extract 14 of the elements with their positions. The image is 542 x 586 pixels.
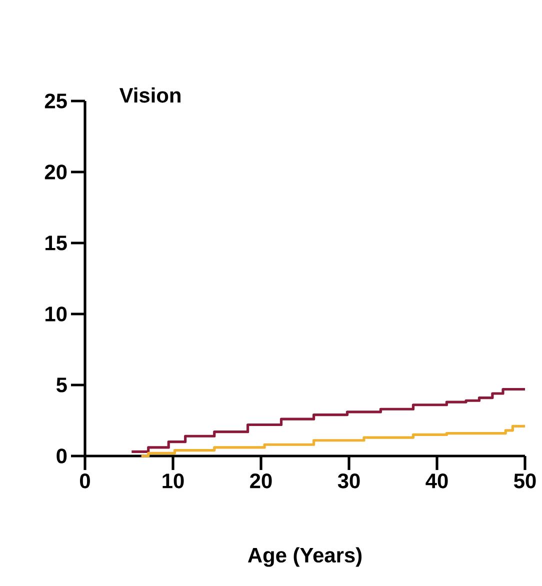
x-tick-label: 40 — [426, 474, 448, 488]
y-tick-label: 20 — [44, 164, 67, 180]
y-tick-label: 10 — [46, 306, 67, 322]
y-tick-label: 0 — [56, 448, 67, 464]
x-tick-label: 0 — [80, 474, 90, 488]
chart-title: Vision — [119, 87, 180, 103]
x-tick-label: 10 — [162, 474, 184, 488]
y-tick-label: 5 — [56, 378, 67, 392]
y-tick-label: 15 — [46, 236, 67, 250]
x-tick-label: 30 — [338, 474, 360, 488]
y-tick-label: 25 — [44, 94, 67, 108]
x-tick-label: 50 — [514, 474, 536, 488]
x-tick-label: 20 — [250, 474, 272, 488]
x-axis-title: Age (Years) — [248, 547, 362, 567]
